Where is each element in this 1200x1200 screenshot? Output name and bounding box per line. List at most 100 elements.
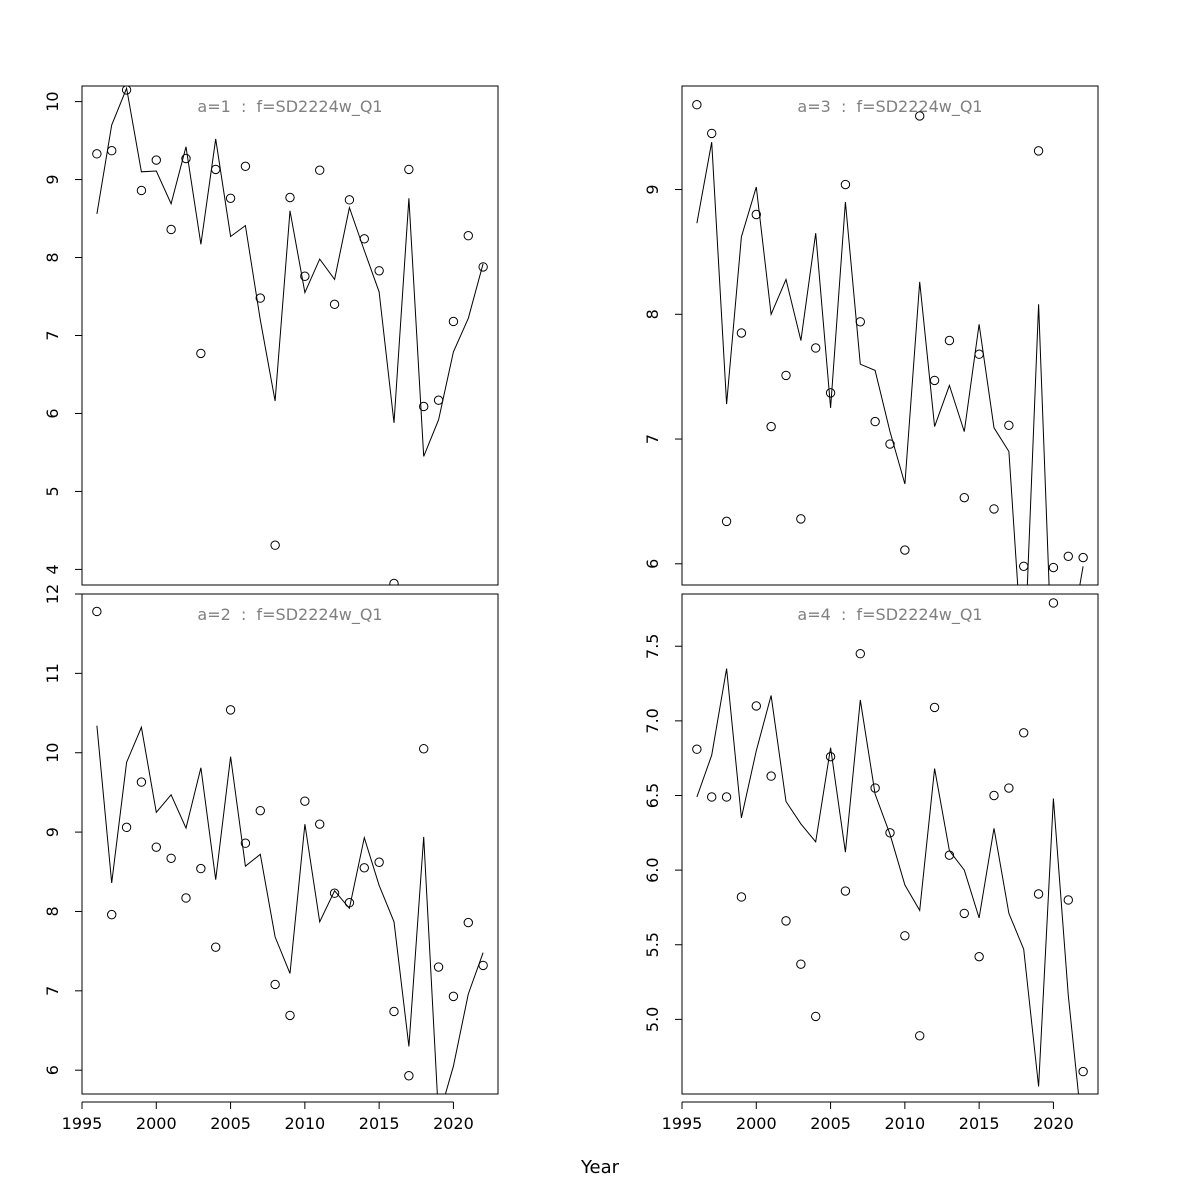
data-point [225, 193, 236, 203]
data-point [796, 514, 806, 524]
data-point [329, 299, 340, 310]
data-point [107, 909, 117, 920]
data-point [374, 857, 384, 867]
data-point [1048, 598, 1059, 608]
x-tick-label: 2015 [959, 1114, 1000, 1133]
y-tick-label: 5.5 [643, 932, 662, 957]
data-point [404, 1071, 414, 1081]
y-tick-label: 8 [43, 906, 62, 916]
data-point [721, 792, 732, 802]
data-point [885, 439, 895, 449]
data-point [692, 744, 702, 754]
data-point [478, 262, 488, 272]
plot-frame [681, 85, 1099, 586]
y-tick-label: 8 [643, 309, 662, 319]
x-tick-label: 2020 [1033, 1114, 1074, 1133]
data-point [92, 149, 102, 159]
fitted-line [696, 668, 1079, 1094]
data-point [959, 492, 969, 503]
y-tick-label: 8 [43, 252, 62, 262]
data-point [900, 545, 910, 555]
data-point [315, 165, 325, 175]
data-point [781, 370, 791, 381]
y-tick-label: 6 [643, 559, 662, 569]
data-point [151, 842, 161, 852]
data-point [255, 805, 265, 816]
data-point [181, 153, 191, 164]
data-point [1033, 889, 1044, 899]
data-point [196, 348, 206, 359]
data-point [121, 822, 132, 833]
data-point [1033, 146, 1044, 156]
x-tick-label: 1995 [662, 1114, 703, 1133]
fitted-line [96, 725, 484, 1094]
data-point [463, 231, 473, 241]
data-point [1078, 1066, 1088, 1077]
data-point [751, 701, 761, 711]
y-tick-label: 10 [43, 743, 62, 763]
panel-a3: 6 7 8 9 a=3 : f=SD2224w_Q1 [643, 85, 1099, 586]
data-point [419, 744, 429, 754]
x-tick-label: 2010 [884, 1114, 925, 1133]
data-point [181, 893, 191, 903]
data-point [721, 516, 732, 527]
x-tick-label: 2010 [284, 1114, 325, 1133]
data-point [766, 771, 776, 781]
y-tick-label: 6.0 [643, 857, 662, 882]
data-point [389, 1006, 399, 1017]
data-point [707, 792, 717, 802]
data-point [1048, 562, 1059, 573]
data-point [211, 164, 221, 175]
data-point [433, 395, 444, 405]
data-point [196, 863, 206, 874]
fitted-line [696, 142, 1084, 585]
data-point [825, 388, 836, 398]
plot-frame [81, 593, 499, 1095]
y-tick-label: 12 [43, 584, 62, 604]
data-point [944, 335, 955, 346]
data-point [448, 316, 459, 327]
x-tick-label: 2005 [210, 1114, 251, 1133]
data-point [240, 838, 251, 848]
data-point [285, 1010, 295, 1021]
x-tick-label: 2020 [433, 1114, 474, 1133]
y-tick-label: 9 [43, 174, 62, 184]
data-point [870, 416, 880, 427]
data-point [766, 421, 776, 432]
x-tick-label: 2000 [736, 1114, 777, 1133]
y-tick-label: 6 [43, 408, 62, 418]
data-point [240, 161, 251, 172]
data-point [736, 328, 747, 338]
fitted-line [96, 86, 484, 457]
data-point [225, 705, 236, 715]
data-point [404, 164, 414, 175]
data-point [840, 179, 851, 190]
data-point [300, 271, 310, 281]
data-point [92, 606, 102, 617]
panel-title: a=4 : f=SD2224w_Q1 [797, 605, 982, 625]
data-point [1078, 552, 1088, 563]
panel-a1: 4 5 6 7 8 9 10 a=1 : f=SD2224w_Q1 [43, 85, 499, 586]
data-point [270, 979, 280, 990]
x-tick-label: 2000 [136, 1114, 177, 1133]
data-point [974, 349, 984, 359]
data-point [463, 917, 473, 928]
data-point [1004, 420, 1014, 431]
y-tick-label: 11 [43, 663, 62, 683]
data-point [825, 751, 836, 762]
data-point [1004, 783, 1014, 793]
y-tick-label: 7 [43, 330, 62, 340]
panel-a2: 6 7 8 9 10 11 12 1995 2000 2005 2010 2015 2020 a=2 : … [43, 584, 499, 1133]
data-point [855, 317, 865, 327]
data-point [915, 111, 925, 121]
panel-title: a=1 : f=SD2224w_Q1 [197, 97, 382, 117]
data-point [329, 888, 340, 898]
y-tick-label: 6.5 [643, 783, 662, 808]
data-point [166, 853, 176, 863]
data-point [478, 960, 488, 971]
data-point [915, 1031, 925, 1041]
x-tick-label: 1995 [62, 1114, 103, 1133]
data-point [448, 991, 459, 1002]
data-point [285, 192, 295, 203]
data-point [344, 195, 355, 205]
